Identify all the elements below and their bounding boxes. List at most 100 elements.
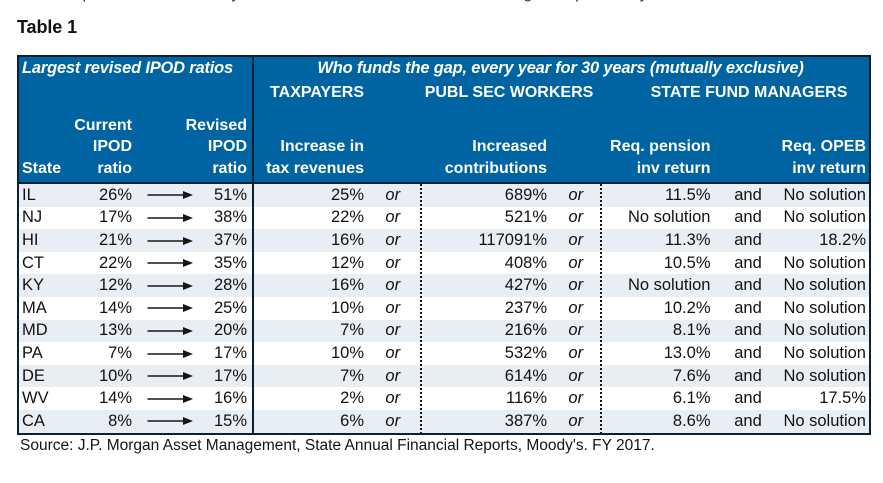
- req-opeb-return-value: No solution: [783, 321, 866, 340]
- conjunction-or: or: [568, 185, 584, 204]
- conjunction-or: or: [568, 366, 584, 385]
- conjunction-and: and: [734, 366, 762, 385]
- revised-ipod-ratio-value: 25%: [213, 298, 247, 317]
- state-abbrev: KY: [22, 276, 45, 295]
- right-arrow-icon: [147, 236, 193, 245]
- req-pension-return-value: No solution: [627, 208, 711, 227]
- conjunction-or: or: [568, 230, 584, 249]
- state-abbrev: MA: [22, 298, 47, 317]
- state-row-ma: MA 14% 25% 10% or 237% or 10.2% and No solution: [19, 297, 869, 320]
- req-opeb-return-value: No solution: [783, 185, 866, 204]
- right-arrow-icon: [147, 327, 193, 335]
- conjunction-or: or: [385, 411, 401, 430]
- req-opeb-return-value: No solution: [783, 411, 866, 430]
- increased-contributions-value: 614%: [504, 366, 547, 385]
- tax-revenue-increase-value: 16%: [330, 230, 364, 249]
- conjunction-and: and: [734, 298, 762, 317]
- tax-revenue-increase-value: 2%: [340, 389, 364, 408]
- current-ipod-ratio-value: 26%: [98, 185, 132, 204]
- arrow-cell: [136, 412, 198, 431]
- section-divider-dotted: [599, 184, 602, 433]
- column-header-row: State Current IPOD ratio Revised IPOD ra…: [19, 115, 869, 183]
- group-header-state-fund-managers: STATE FUND MANAGERS: [650, 84, 848, 101]
- conjunction-or: or: [568, 389, 584, 408]
- column-header-and-spacer: [715, 179, 782, 182]
- state-abbrev: CT: [22, 253, 44, 272]
- header-right-title: Who funds the gap, every year for 30 yea…: [317, 59, 804, 77]
- tax-revenue-increase-value: 10%: [330, 343, 364, 362]
- current-ipod-ratio-value: 14%: [98, 298, 132, 317]
- conjunction-or: or: [568, 321, 584, 340]
- conjunction-or: or: [385, 208, 401, 227]
- conjunction-or: or: [385, 343, 401, 362]
- conjunction-or: or: [568, 253, 584, 272]
- right-arrow-icon: [147, 349, 193, 358]
- state-abbrev: IL: [22, 185, 36, 204]
- increased-contributions-value: 117091%: [478, 230, 547, 249]
- column-header-increased-contributions: Increased contributions: [444, 138, 547, 177]
- state-row-md: MD 13% 20% 7% or 216% or 8.1% and No solution: [19, 319, 869, 343]
- arrow-cell: [136, 186, 198, 205]
- increased-contributions-value: 116%: [506, 389, 547, 408]
- state-row-ct: CT 22% 35% 12% or 408% or 10.5% and No solution: [19, 252, 869, 275]
- source-note: Source: J.P. Morgan Asset Management, St…: [20, 436, 655, 454]
- right-arrow-icon: [147, 259, 193, 268]
- state-abbrev: WV: [22, 389, 49, 408]
- section-divider-dotted: [419, 184, 422, 433]
- conjunction-or: or: [385, 253, 401, 272]
- current-ipod-ratio-value: 22%: [98, 253, 132, 272]
- header-left-title: Largest revised IPOD ratios: [22, 59, 234, 77]
- req-opeb-return-value: No solution: [783, 253, 866, 272]
- tax-revenue-increase-value: 16%: [330, 276, 364, 295]
- column-header-revised-ipod-ratio: Revised IPOD ratio: [185, 116, 247, 177]
- state-abbrev: PA: [22, 343, 43, 362]
- revised-ipod-ratio-value: 15%: [213, 411, 247, 430]
- conjunction-or: or: [385, 230, 401, 249]
- increased-contributions-value: 532%: [504, 343, 547, 362]
- column-header-state: State: [22, 159, 62, 177]
- arrow-cell: [136, 344, 198, 363]
- conjunction-and: and: [734, 208, 762, 227]
- conjunction-or: or: [385, 321, 401, 340]
- conjunction-and: and: [734, 253, 762, 272]
- req-pension-return-value: 8.1%: [672, 321, 711, 340]
- revised-ipod-ratio-value: 17%: [213, 366, 247, 385]
- conjunction-or: or: [385, 366, 401, 385]
- req-pension-return-value: 10.2%: [663, 298, 711, 317]
- state-abbrev: NJ: [22, 208, 43, 227]
- arrow-cell: [136, 389, 198, 408]
- state-abbrev: DE: [22, 366, 45, 385]
- tax-revenue-increase-value: 22%: [330, 208, 364, 227]
- column-header-req-pension-inv-return: Req. pension inv return: [610, 138, 711, 177]
- conjunction-or: or: [568, 208, 584, 227]
- arrow-cell: [136, 208, 198, 227]
- table-header: Largest revised IPOD ratios Who funds th…: [19, 57, 869, 184]
- conjunction-or: or: [385, 389, 401, 408]
- conjunction-and: and: [734, 411, 762, 430]
- current-ipod-ratio-value: 12%: [98, 276, 132, 295]
- increased-contributions-value: 427%: [504, 276, 547, 295]
- increased-contributions-value: 521%: [504, 208, 547, 227]
- state-row-nj: NJ 17% 38% 22% or 521% or No solution and No solu…: [19, 207, 869, 230]
- state-abbrev: HI: [22, 230, 39, 249]
- state-row-wv: WV 14% 16% 2% or 116% or 6.1% and 17.5%: [19, 387, 869, 410]
- arrow-cell: [136, 299, 198, 318]
- tax-revenue-increase-value: 10%: [330, 298, 364, 317]
- tax-revenue-increase-value: 12%: [330, 253, 364, 272]
- state-row-hi: HI 21% 37% 16% or 117091% or 11.3% and 18.2%: [19, 229, 869, 252]
- increased-contributions-value: 689%: [504, 185, 547, 204]
- table-caption: Table 1: [17, 17, 77, 37]
- current-ipod-ratio-value: 14%: [98, 389, 132, 408]
- right-arrow-icon: [147, 417, 193, 426]
- increased-contributions-value: 237%: [504, 298, 547, 317]
- current-ipod-ratio-value: 17%: [98, 208, 132, 227]
- cropped-paragraph-text: As a recap of sorts, to see every state …: [17, 0, 680, 3]
- revised-ipod-ratio-value: 20%: [213, 321, 247, 340]
- conjunction-or: or: [385, 276, 401, 295]
- state-row-pa: PA 7% 17% 10% or 532% or 13.0% and No solution: [19, 342, 869, 365]
- column-header-or-spacer-1: [368, 179, 421, 182]
- conjunction-and: and: [734, 185, 762, 204]
- tax-revenue-increase-value: 6%: [340, 411, 364, 430]
- revised-ipod-ratio-value: 37%: [213, 230, 247, 249]
- current-ipod-ratio-value: 13%: [98, 321, 132, 340]
